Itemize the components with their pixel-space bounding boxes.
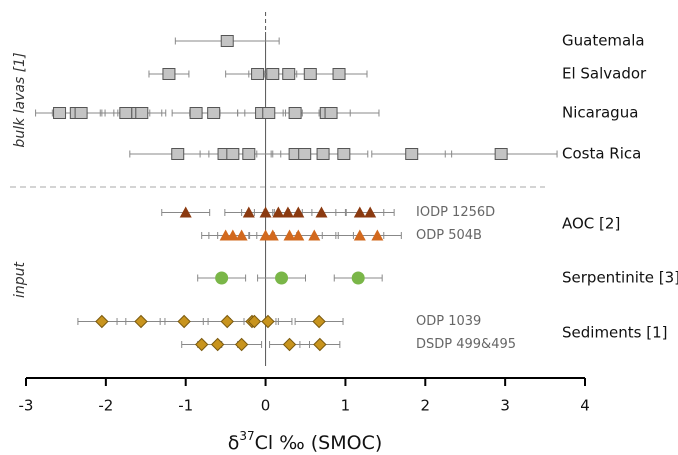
marker: [298, 148, 312, 160]
marker: [177, 314, 191, 329]
marker: [364, 206, 377, 218]
marker: [162, 68, 176, 80]
marker: [210, 337, 225, 352]
marker: [371, 229, 384, 241]
marker: [353, 206, 366, 218]
marker: [337, 148, 351, 160]
x-tick-label: -3: [19, 397, 34, 415]
x-tick-label: -2: [98, 397, 113, 415]
marker: [74, 107, 88, 119]
marker: [266, 68, 280, 80]
x-tick-label: 4: [580, 397, 590, 415]
series-label: DSDP 499&495: [416, 337, 516, 352]
marker: [308, 229, 321, 241]
marker: [242, 148, 256, 160]
marker: [189, 107, 203, 119]
marker: [283, 229, 296, 241]
marker: [292, 229, 305, 241]
marker: [315, 206, 328, 218]
marker: [262, 107, 276, 119]
series-label: IODP 1256D: [416, 205, 495, 220]
marker: [303, 68, 317, 80]
marker: [179, 206, 192, 218]
marker: [272, 206, 285, 218]
marker: [226, 148, 240, 160]
x-tick-label: 2: [421, 397, 431, 415]
x-tick-label: 0: [261, 397, 271, 415]
x-tick-label: 3: [500, 397, 510, 415]
marker: [215, 271, 229, 285]
marker: [234, 337, 249, 352]
x-label-sup: 37: [239, 429, 254, 443]
marker: [288, 107, 302, 119]
marker: [134, 314, 148, 329]
marker: [353, 229, 366, 241]
marker: [261, 314, 275, 329]
marker: [332, 68, 346, 80]
series-label: ODP 1039: [416, 314, 481, 329]
marker: [313, 337, 327, 352]
marker: [351, 271, 365, 285]
section-label: input: [12, 261, 28, 298]
marker: [324, 107, 338, 119]
x-tick-label: -1: [178, 397, 193, 415]
marker: [220, 314, 234, 329]
marker: [194, 337, 209, 352]
marker: [282, 68, 296, 80]
marker: [259, 206, 272, 218]
marker: [282, 337, 297, 352]
row-label: Guatemala: [562, 32, 645, 50]
section-label: bulk lavas [1]: [12, 52, 28, 147]
x-label-symbol: δ: [228, 432, 240, 454]
marker: [494, 148, 508, 160]
marker: [226, 229, 239, 241]
row-label: Nicaragua: [562, 104, 638, 122]
marker: [95, 314, 109, 329]
marker: [53, 107, 67, 119]
marker: [247, 314, 262, 329]
row-label: Costa Rica: [562, 145, 641, 163]
series-label: ODP 504B: [416, 228, 482, 243]
marker: [220, 35, 234, 47]
row-label: El Salvador: [562, 65, 647, 83]
marker: [266, 229, 279, 241]
row-label: AOC [2]: [562, 215, 620, 233]
marker: [292, 206, 305, 218]
x-axis-label: δ37Cl ‰ (SMOC): [228, 429, 383, 454]
marker: [119, 107, 133, 119]
marker: [207, 107, 221, 119]
x-tick-label: 1: [341, 397, 351, 415]
marker: [135, 107, 149, 119]
marker: [251, 68, 265, 80]
row-label: Serpentinite [3]: [562, 269, 678, 287]
x-label-rest: Cl ‰ (SMOC): [255, 432, 383, 454]
marker: [312, 314, 326, 329]
row-label: Sediments [1]: [562, 324, 668, 342]
marker: [316, 148, 330, 160]
marker: [281, 206, 294, 218]
marker: [242, 206, 255, 218]
marker: [171, 148, 185, 160]
marker: [275, 271, 289, 285]
marker: [235, 229, 248, 241]
marker: [405, 148, 419, 160]
